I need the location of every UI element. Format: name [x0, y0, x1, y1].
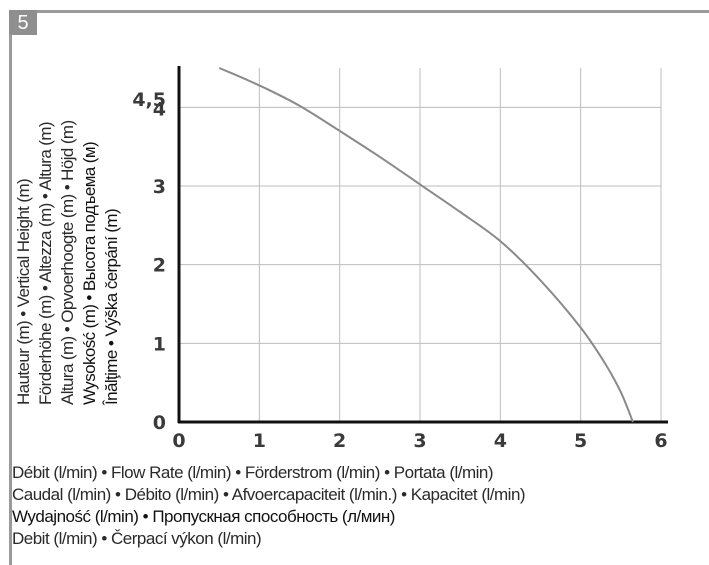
x-tick-label: 1 [253, 430, 266, 452]
x-tick-label: 2 [333, 430, 346, 452]
y-tick-label: 3 [153, 176, 166, 198]
y-tick-label: 1 [153, 333, 166, 355]
x-tick-label: 5 [574, 430, 587, 452]
x-tick-label: 3 [413, 430, 426, 452]
y-tick-label: 2 [153, 255, 166, 277]
y-tick-label: 0 [153, 412, 166, 434]
grid-lines [179, 68, 662, 422]
x-tick-label: 0 [172, 430, 185, 452]
y-tick-label: 4,5 [132, 89, 166, 111]
x-tick-label: 6 [654, 430, 667, 452]
x-axis-label: Débit (l/min) • Flow Rate (l/min) • Förd… [12, 462, 707, 550]
x-tick-label: 4 [494, 430, 507, 452]
y-tick-label: 4 [153, 98, 166, 120]
frame-top-bar [9, 10, 709, 13]
axes [177, 66, 668, 424]
figure-number-badge: 5 [9, 10, 37, 35]
x-label-line: Caudal (l/min) • Débito (l/min) • Afvoer… [12, 485, 526, 504]
series-line [218, 67, 634, 423]
x-label-line: Wydajność (l/min) • Пропускная способнос… [12, 507, 395, 526]
frame-left-bar [9, 10, 12, 565]
x-label-line: Debit (l/min) • Čerpací výkon (l/min) [12, 529, 262, 548]
x-label-line: Débit (l/min) • Flow Rate (l/min) • Förd… [12, 463, 494, 482]
